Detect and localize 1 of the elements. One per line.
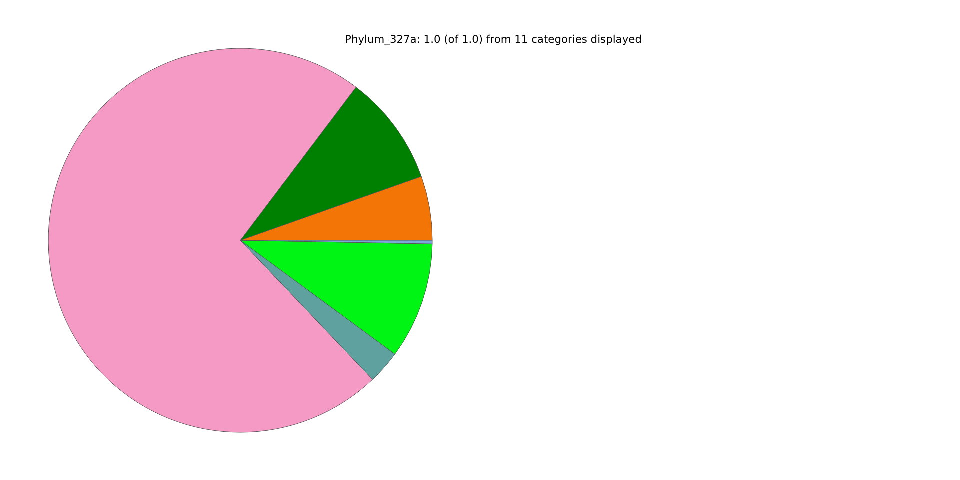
text: Phylum_327a: 1.0 (of 1.0) from 11 categories displayed (345, 33, 642, 46)
